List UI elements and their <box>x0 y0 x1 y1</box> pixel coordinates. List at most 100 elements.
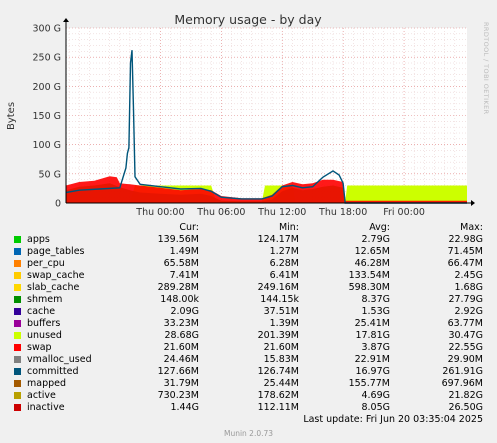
legend-max: 71.45M <box>447 246 483 257</box>
legend-avg: 2.79G <box>361 234 390 245</box>
legend-min: 178.62M <box>257 390 299 401</box>
legend-row-shmem: shmem 148.00k 144.15k 8.37G 27.79G <box>0 294 497 306</box>
chart-title: Memory usage - by day <box>174 12 322 27</box>
legend-row-swap: swap 21.60M 21.60M 3.87G 22.55G <box>0 342 497 354</box>
legend-row-page_tables: page_tables 1.49M 1.27M 12.65M 71.45M <box>0 246 497 258</box>
header-avg: Avg: <box>369 222 390 233</box>
legend-swatch <box>14 392 21 399</box>
legend-row-slab_cache: slab_cache 289.28M 249.16M 598.30M 1.68G <box>0 282 497 294</box>
legend-cur: 33.23M <box>163 318 199 329</box>
legend-cur: 21.60M <box>163 342 199 353</box>
legend-swatch <box>14 272 21 279</box>
header-min: Min: <box>278 222 299 233</box>
legend-name: vmalloc_used <box>27 354 92 365</box>
legend-name: slab_cache <box>27 282 80 293</box>
legend-max: 63.77M <box>447 318 483 329</box>
legend-avg: 8.37G <box>361 294 390 305</box>
y-ticks: 0 50 G 100 G 150 G 200 G 250 G 300 G <box>32 24 61 210</box>
chart-area: Memory usage - by day Bytes 0 50 G 100 G 15… <box>6 12 475 218</box>
legend-cur: 1.49M <box>169 246 199 257</box>
legend-min: 1.27M <box>269 246 299 257</box>
legend-row-buffers: buffers 33.23M 1.39M 25.41M 63.77M <box>0 318 497 330</box>
legend-name: inactive <box>27 402 65 413</box>
legend-name: cache <box>27 306 56 317</box>
legend-avg: 598.30M <box>348 282 390 293</box>
series-swap <box>66 176 467 203</box>
legend-swatch <box>14 380 21 387</box>
legend-min: 126.74M <box>257 366 299 377</box>
x-tick-label: Thu 06:00 <box>196 207 245 218</box>
legend-min: 201.39M <box>257 330 299 341</box>
legend-max: 697.96M <box>441 378 483 389</box>
legend-row-inactive: inactive 1.44G 112.11M 8.05G 26.50G <box>0 402 497 414</box>
legend-row-apps: apps 139.56M 124.17M 2.79G 22.98G <box>0 234 497 246</box>
legend-swatch <box>14 404 21 411</box>
legend-avg: 17.81G <box>355 330 390 341</box>
legend-row-mapped: mapped 31.79M 25.44M 155.77M 697.96M <box>0 378 497 390</box>
x-ticks: Thu 00:00 Thu 06:00 Thu 12:00 Thu 18:00 Fri … <box>135 207 425 218</box>
legend-avg: 25.41M <box>354 318 390 329</box>
x-tick-label: Thu 18:00 <box>318 207 367 218</box>
x-tick-label: Thu 00:00 <box>135 207 184 218</box>
legend-cur: 7.41M <box>169 270 199 281</box>
legend-avg: 46.28M <box>354 258 390 269</box>
legend-cur: 127.66M <box>157 366 199 377</box>
y-axis-arrow <box>63 18 69 22</box>
legend-max: 2.92G <box>454 306 483 317</box>
legend-avg: 16.97G <box>355 366 390 377</box>
legend-swatch <box>14 284 21 291</box>
legend-min: 6.28M <box>269 258 299 269</box>
legend-max: 27.79G <box>448 294 483 305</box>
legend-row-per_cpu: per_cpu 65.58M 6.28M 46.28M 66.47M <box>0 258 497 270</box>
x-tick-label: Fri 00:00 <box>383 207 425 218</box>
legend-min: 124.17M <box>257 234 299 245</box>
legend-max: 66.47M <box>447 258 483 269</box>
legend-swatch <box>14 332 21 339</box>
legend-header: Cur: Min: Avg: Max: <box>0 222 497 234</box>
legend-min: 15.83M <box>263 354 299 365</box>
legend-name: page_tables <box>27 246 85 257</box>
legend-swatch <box>14 296 21 303</box>
y-tick-label: 50 G <box>39 169 61 180</box>
legend-name: committed <box>27 366 79 377</box>
series-areas <box>65 50 467 204</box>
y-tick-label: 0 <box>55 199 61 210</box>
legend-name: per_cpu <box>27 258 65 269</box>
legend-name: unused <box>27 330 62 341</box>
header-cur: Cur: <box>179 222 199 233</box>
legend-min: 1.39M <box>269 318 299 329</box>
legend-cur: 730.23M <box>157 390 199 401</box>
legend-avg: 155.77M <box>348 378 390 389</box>
legend-cur: 31.79M <box>163 378 199 389</box>
legend-name: swap_cache <box>27 270 85 281</box>
legend-name: shmem <box>27 294 63 305</box>
legend-cur: 289.28M <box>157 282 199 293</box>
y-axis-label: Bytes <box>6 102 17 130</box>
legend-min: 6.41M <box>269 270 299 281</box>
x-tick-label: Thu 12:00 <box>257 207 306 218</box>
y-tick-label: 150 G <box>32 111 61 122</box>
legend-max: 2.45G <box>454 270 483 281</box>
legend-min: 112.11M <box>257 402 299 413</box>
legend-cur: 24.46M <box>163 354 199 365</box>
legend-row-cache: cache 2.09G 37.51M 1.53G 2.92G <box>0 306 497 318</box>
axes <box>63 18 475 206</box>
legend-swatch <box>14 260 21 267</box>
legend-avg: 8.05G <box>361 402 390 413</box>
last-update: Last update: Fri Jun 20 03:35:04 2025 <box>303 414 483 425</box>
legend-row-committed: committed 127.66M 126.74M 16.97G 261.91G <box>0 366 497 378</box>
legend-cur: 148.00k <box>160 294 199 305</box>
legend-max: 22.98G <box>448 234 483 245</box>
legend-avg: 1.53G <box>361 306 390 317</box>
legend-swatch <box>14 368 21 375</box>
legend-max: 21.82G <box>448 390 483 401</box>
legend-cur: 28.68G <box>164 330 199 341</box>
legend-cur: 2.09G <box>170 306 199 317</box>
legend-min: 37.51M <box>263 306 299 317</box>
y-tick-label: 200 G <box>32 82 61 93</box>
legend-cur: 1.44G <box>170 402 199 413</box>
legend-max: 29.90M <box>447 354 483 365</box>
legend-swatch <box>14 356 21 363</box>
legend-row-swap_cache: swap_cache 7.41M 6.41M 133.54M 2.45G <box>0 270 497 282</box>
